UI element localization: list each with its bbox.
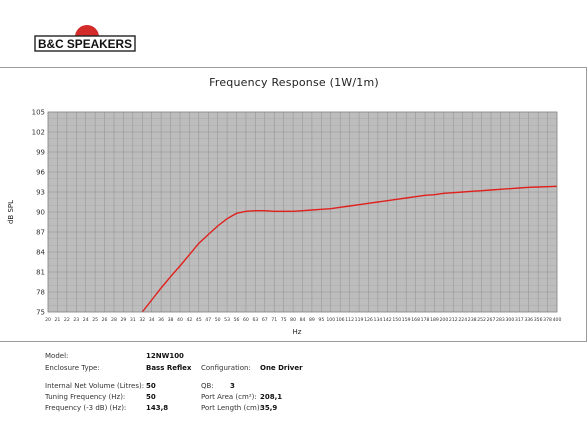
x-tick-label: 200 [439,317,448,323]
f3-frequency-label: Frequency (-3 dB) (Hz): [45,404,127,412]
x-tick-label: 50 [215,317,221,323]
x-tick-label: 28 [111,317,117,323]
x-tick-label: 95 [318,317,324,323]
x-tick-label: 150 [392,317,401,323]
qb-value: 3 [230,382,235,390]
logo-frame [34,35,136,52]
x-tick-label: 356 [534,317,543,323]
net-volume-label: Internal Net Volume (Litres): [45,382,145,390]
tuning-frequency-value: 50 [146,393,156,401]
x-tick-label: 71 [271,317,277,323]
x-tick-label: 142 [383,317,392,323]
configuration-label: Configuration: [201,364,251,372]
y-tick-label: 105 [32,109,45,117]
logo-text: B&C SPEAKERS [38,39,132,51]
x-tick-label: 22 [64,317,70,323]
x-tick-label: 31 [130,317,136,323]
chart-title: Frequency Response (1W/1m) [209,76,379,89]
port-area-label: Port Area (cm²): [201,393,257,401]
model-value: 12NW100 [146,352,184,360]
x-tick-label: 53 [224,317,230,323]
x-tick-label: 25 [92,317,98,323]
x-tick-label: 159 [402,317,411,323]
x-tick-label: 119 [355,317,364,323]
x-tick-label: 168 [411,317,420,323]
x-tick-label: 60 [243,317,249,323]
x-tick-label: 106 [336,317,345,323]
x-tick-label: 300 [505,317,514,323]
model-label: Model: [45,352,69,360]
x-tick-label: 24 [83,317,89,323]
f3-frequency-value: 143,8 [146,404,169,412]
y-tick-label: 96 [36,169,45,177]
y-tick-label: 78 [36,289,45,297]
x-tick-label: 378 [543,317,552,323]
enclosure-value: Bass Reflex [146,364,192,372]
configuration-value: One Driver [260,364,303,372]
y-tick-label: 93 [36,189,45,197]
net-volume-value: 50 [146,382,156,390]
y-tick-labels: 75 78 81 84 87 90 93 96 99 102 105 [32,109,46,317]
y-tick-label: 81 [36,269,45,277]
y-tick-label: 87 [36,229,45,237]
x-tick-label: 89 [309,317,315,323]
x-tick-label: 178 [421,317,430,323]
x-tick-label: 317 [515,317,524,323]
x-tick-label: 112 [345,317,354,323]
y-tick-label: 84 [36,249,45,257]
x-tick-label: 29 [120,317,126,323]
x-tick-label: 36 [158,317,164,323]
y-tick-label: 90 [36,209,45,217]
x-tick-label: 47 [205,317,211,323]
x-tick-label: 56 [234,317,240,323]
x-tick-label: 400 [553,317,562,323]
x-tick-label: 212 [449,317,458,323]
y-tick-label: 102 [32,129,45,137]
x-tick-label: 26 [102,317,108,323]
y-tick-label: 99 [36,149,45,157]
x-tick-label: 267 [487,317,496,323]
port-area-value: 208,1 [260,393,283,401]
x-tick-label: 20 [45,317,51,323]
x-axis-label: Hz [293,328,302,336]
x-tick-label: 189 [430,317,439,323]
x-tick-label: 80 [290,317,296,323]
plot-border [47,111,558,313]
qb-label: QB: [201,382,214,390]
x-tick-label: 21 [54,317,60,323]
y-tick-label: 75 [36,309,45,317]
x-tick-label: 63 [252,317,258,323]
x-tick-label: 252 [477,317,486,323]
enclosure-label: Enclosure Type: [45,364,100,372]
y-axis-label: dB SPL [7,200,15,224]
x-tick-label: 224 [458,317,467,323]
x-tick-label: 84 [300,317,306,323]
x-tick-label: 32 [139,317,145,323]
x-tick-label: 134 [374,317,383,323]
port-length-value: 35,9 [260,404,278,412]
x-tick-label: 45 [196,317,202,323]
x-tick-label: 23 [73,317,79,323]
x-tick-label: 67 [262,317,268,323]
x-tick-label: 126 [364,317,373,323]
x-tick-label: 283 [496,317,505,323]
x-tick-label: 238 [468,317,477,323]
tuning-frequency-label: Tuning Frequency (Hz): [45,393,126,401]
x-tick-label: 40 [177,317,183,323]
x-tick-label: 75 [281,317,287,323]
x-tick-label: 38 [168,317,174,323]
x-tick-labels: 20 21 22 23 24 25 26 28 29 31 32 34 36 38 40 42 45 47 50 53… [45,317,561,323]
response-curve [141,185,558,313]
x-tick-label: 100 [326,317,335,323]
bc-speakers-logo: B&C SPEAKERS [34,25,136,52]
x-tick-label: 34 [149,317,155,323]
port-length-label: Port Length (cm): [201,404,262,412]
x-tick-label: 336 [524,317,533,323]
x-tick-label: 42 [186,317,192,323]
